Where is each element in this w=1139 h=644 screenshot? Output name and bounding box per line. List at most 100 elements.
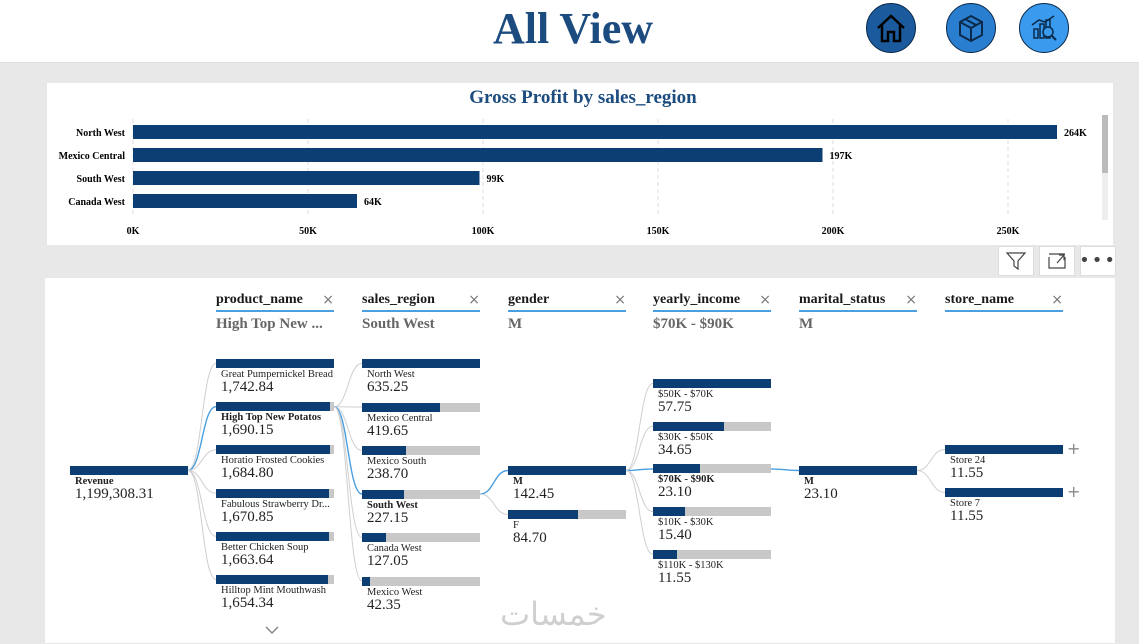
node-bar-track: [945, 488, 1063, 497]
analytics-button[interactable]: [1019, 3, 1069, 53]
chart-scrollbar[interactable]: [1102, 115, 1108, 220]
node-bar-track: [653, 507, 771, 516]
expand-node-plus-icon[interactable]: +: [1067, 482, 1080, 501]
tree-connector: [626, 426, 653, 470]
tree-connector: [188, 364, 216, 471]
close-icon[interactable]: ×: [322, 292, 334, 308]
bar[interactable]: [133, 171, 480, 185]
x-tick-label: 100K: [472, 226, 495, 237]
data-label: 99K: [487, 174, 505, 185]
node-value: 11.55: [658, 571, 771, 586]
node-value: 1,742.84: [221, 380, 334, 395]
node-value: 34.65: [658, 443, 771, 458]
node-bar-fill: [362, 533, 386, 542]
data-label: 64K: [364, 197, 382, 208]
node-bar-fill: [945, 445, 1063, 454]
bar[interactable]: [133, 125, 1057, 139]
tree-connector: [917, 471, 945, 493]
node-value: 15.40: [658, 528, 771, 543]
bar[interactable]: [133, 148, 823, 162]
node-bar-track: [653, 379, 771, 388]
x-tick-label: 250K: [997, 226, 1020, 237]
node-bar-track: [362, 577, 480, 586]
node-bar-track: [216, 402, 334, 411]
column-selected-value: M: [799, 316, 917, 333]
node-bar-fill: [216, 575, 328, 584]
product-button[interactable]: [946, 3, 996, 53]
column-name: marital_status: [799, 292, 917, 312]
x-tick-label: 0K: [127, 226, 140, 237]
column-selected-value: M: [508, 316, 626, 333]
bar[interactable]: [133, 194, 357, 208]
node-bar-fill: [362, 490, 404, 499]
tree-connector: [480, 494, 508, 515]
node-bar-fill: [216, 445, 330, 454]
tree-connector: [480, 471, 508, 495]
node-bar-track: [216, 489, 334, 498]
x-tick-label: 50K: [299, 226, 317, 237]
filter-icon: [1005, 251, 1027, 271]
node-bar-fill: [362, 403, 440, 412]
watermark: خمسات: [500, 595, 607, 633]
node-value: 42.35: [367, 598, 480, 613]
close-icon[interactable]: ×: [759, 292, 771, 308]
column-header-yearly-income[interactable]: yearly_income × $70K - $90K: [653, 292, 771, 333]
close-icon[interactable]: ×: [614, 292, 626, 308]
expand-node-plus-icon[interactable]: +: [1067, 439, 1080, 458]
node-bar-fill: [508, 510, 578, 519]
node-value: 1,670.85: [221, 510, 334, 525]
expand-icon: [1046, 251, 1068, 271]
node-bar-fill: [362, 359, 480, 368]
tree-node[interactable]: Fabulous Strawberry Dr...1,670.85: [216, 489, 334, 525]
column-header-product-name[interactable]: product_name × High Top New ...: [216, 292, 334, 333]
column-name: sales_region: [362, 292, 480, 312]
node-bar-track: [799, 466, 917, 475]
node-bar-track: [508, 466, 626, 475]
node-value: 419.65: [367, 424, 480, 439]
node-bar-fill: [653, 379, 771, 388]
tree-node-root[interactable]: Revenue 1,199,308.31: [70, 466, 188, 502]
node-bar-track: [362, 359, 480, 368]
node-value: 23.10: [804, 487, 917, 502]
home-button[interactable]: [866, 3, 916, 53]
column-header-sales-region[interactable]: sales_region × South West: [362, 292, 480, 333]
node-value: 127.05: [367, 554, 480, 569]
tree-connector: [917, 450, 945, 471]
focus-mode-button[interactable]: [1039, 246, 1075, 276]
column-header-marital-status[interactable]: marital_status × M: [799, 292, 917, 333]
close-icon[interactable]: ×: [1051, 292, 1063, 308]
close-icon[interactable]: ×: [905, 292, 917, 308]
column-name: gender: [508, 292, 626, 312]
node-bar-track: [362, 533, 480, 542]
column-header-store-name[interactable]: store_name ×: [945, 292, 1063, 316]
node-value: 1,684.80: [221, 466, 334, 481]
more-options-button[interactable]: •••: [1080, 246, 1116, 276]
scroll-down-chevron-icon[interactable]: [264, 622, 280, 640]
filter-button[interactable]: [998, 246, 1034, 276]
column-header-gender[interactable]: gender × M: [508, 292, 626, 333]
close-icon[interactable]: ×: [468, 292, 480, 308]
